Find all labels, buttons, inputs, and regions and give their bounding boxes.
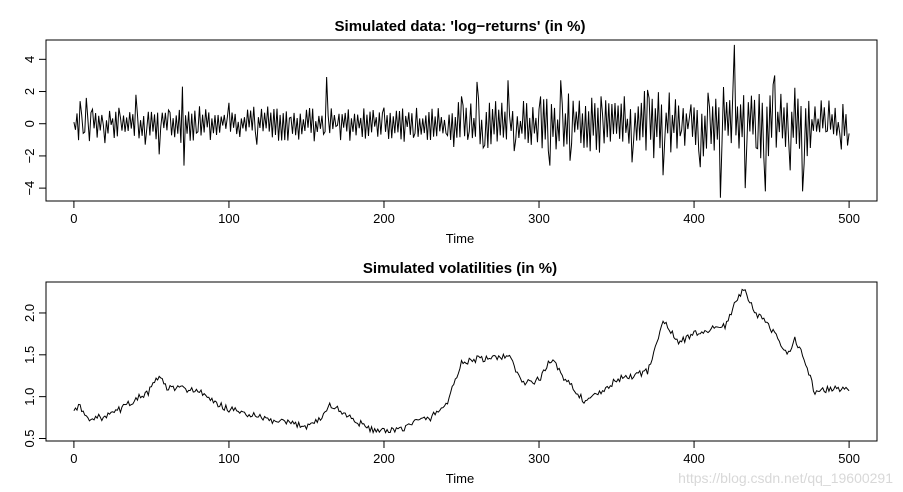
log-returns-x-label: Time (446, 231, 474, 246)
x-tick-label: 200 (373, 211, 395, 226)
y-tick-label: 1.0 (22, 388, 37, 406)
volatility-y-axis: 0.5 1.0 1.5 2.0 (22, 304, 47, 448)
watermark-text: https://blog.csdn.net/qq_19600291 (678, 470, 893, 486)
x-tick-label: 500 (838, 451, 860, 466)
y-tick-label: −4 (22, 181, 37, 196)
log-returns-panel: Simulated data: 'log−returns' (in %) 0 10… (22, 18, 878, 246)
y-tick-label: 0 (22, 120, 37, 127)
x-tick-label: 0 (70, 211, 77, 226)
y-tick-label: 2 (22, 88, 37, 95)
log-returns-title: Simulated data: 'log−returns' (in %) (335, 18, 586, 35)
volatility-series-line (73, 288, 850, 435)
log-returns-x-axis: 0 100 200 300 400 500 (70, 200, 860, 226)
y-tick-label: 1.5 (22, 346, 37, 364)
x-tick-label: 100 (218, 211, 240, 226)
log-returns-series-line (73, 44, 850, 198)
x-tick-label: 400 (683, 211, 705, 226)
x-tick-label: 300 (528, 451, 550, 466)
y-tick-label: 2.0 (22, 304, 37, 322)
x-tick-label: 400 (683, 451, 705, 466)
x-tick-label: 300 (528, 211, 550, 226)
x-tick-label: 500 (838, 211, 860, 226)
y-tick-label: 0.5 (22, 429, 37, 447)
x-tick-label: 200 (373, 451, 395, 466)
volatility-x-label: Time (446, 471, 474, 486)
log-returns-y-axis: −4 −2 0 2 4 (22, 56, 47, 196)
volatility-panel: Simulated volatilities (in %) 0 100 200 300… (22, 260, 878, 486)
x-tick-label: 100 (218, 451, 240, 466)
volatility-x-axis: 0 100 200 300 400 500 (70, 440, 860, 466)
y-tick-label: −2 (22, 149, 37, 164)
y-tick-label: 4 (22, 56, 37, 63)
volatility-title: Simulated volatilities (in %) (363, 260, 557, 277)
x-tick-label: 0 (70, 451, 77, 466)
